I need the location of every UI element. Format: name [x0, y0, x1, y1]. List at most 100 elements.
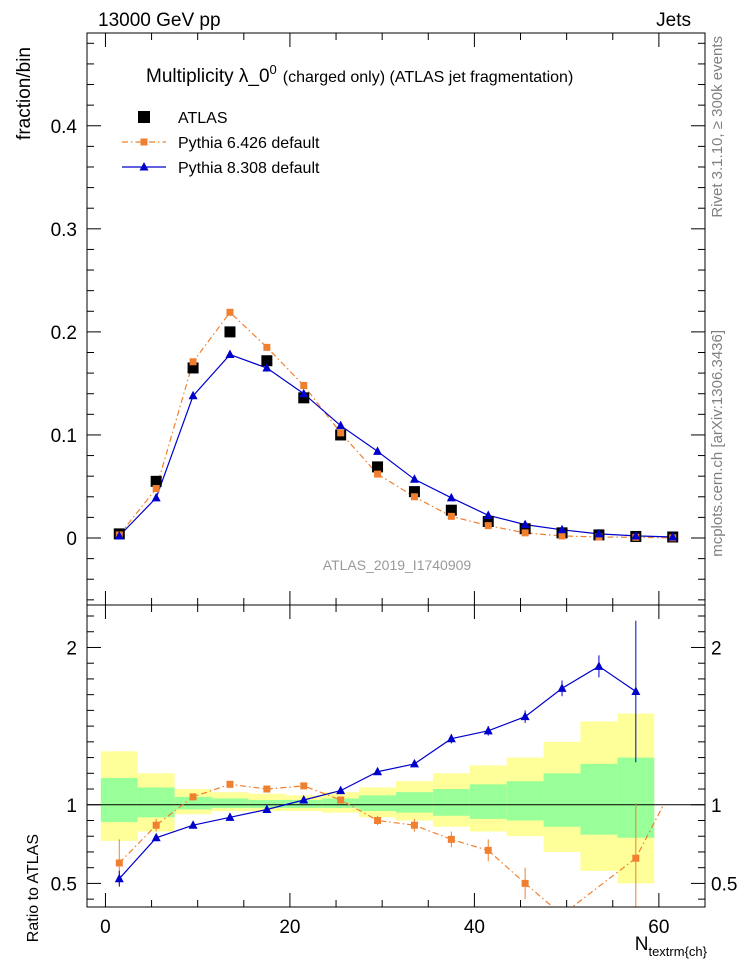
ratio-band-green — [248, 800, 286, 808]
ratio-pythia8-point — [483, 725, 493, 735]
legend: ATLAS Pythia 6.426 default Pythia 8.308 de… — [122, 110, 320, 177]
ratio-pythia8-point — [151, 832, 161, 842]
legend-marker-atlas — [138, 111, 150, 123]
pythia6-point — [410, 493, 418, 501]
ratio-band-green — [506, 781, 544, 821]
ratio-pythia8-point — [557, 683, 567, 692]
atlas-data-point — [445, 504, 457, 516]
pythia6-point — [152, 485, 160, 493]
ratio-band-green — [469, 784, 507, 819]
main-series-line — [118, 353, 673, 538]
ratio-pythia6-point — [521, 879, 529, 887]
ratio-xtick-label: 60 — [648, 917, 669, 938]
ratio-pythia8-point — [409, 758, 419, 768]
ratio-pythia8-point — [373, 766, 383, 776]
ratio-band-green — [432, 789, 470, 816]
pythia8-point — [631, 530, 641, 540]
ratio-pythia8-point — [262, 804, 272, 813]
atlas-data-point — [150, 475, 162, 487]
pythia8-point — [262, 362, 272, 372]
main-ylabel: fraction/bin — [14, 47, 35, 140]
ratio-pythia6-point — [226, 780, 234, 788]
pythia8-point — [483, 510, 493, 519]
ratio-pythia6-point — [484, 846, 492, 854]
ratio-panel: 0.5 0.51 12 20 20 40 60 Ratio to ATLAS Ntextrm… — [25, 604, 737, 959]
ratio-xtick-label: 0 — [100, 917, 111, 938]
ratio-pythia8-point — [225, 812, 235, 821]
rivet-label: Rivet 3.1.10, ≥ 300k events — [709, 36, 726, 218]
ratio-pythia6-point — [189, 793, 197, 801]
pythia8-point — [225, 349, 235, 359]
atlas-data-point — [482, 516, 494, 528]
ratio-xlabel-sub: textrm{ch} — [648, 944, 707, 959]
ratio-pythia6-point — [632, 854, 640, 862]
pythia6-point — [226, 308, 234, 316]
ratio-xtick-label: 20 — [279, 917, 300, 938]
pythia8-point — [373, 446, 383, 455]
legend-marker-pythia6 — [140, 138, 148, 146]
ratio-band-green — [174, 796, 212, 810]
ratio-band-green — [285, 800, 323, 808]
main-watermark: ATLAS_2019_I1740909 — [323, 557, 472, 573]
ratio-pythia8-point — [631, 686, 641, 696]
pythia8-point — [114, 530, 124, 540]
main-title: Multiplicity λ_00 (charged only) (ATLAS j… — [146, 62, 573, 87]
atlas-data-point — [187, 362, 199, 374]
main-title-sup: 0 — [270, 62, 277, 77]
atlas-data-point — [372, 461, 384, 473]
atlas-data-point — [261, 355, 273, 367]
ratio-ytick-label-right: 0.5 — [711, 874, 737, 895]
pythia8-point — [557, 524, 567, 534]
header-energy: 13000 GeV pp — [98, 10, 221, 31]
atlas-data-point — [224, 326, 236, 338]
atlas-data-point — [408, 486, 420, 498]
pythia8-point — [409, 474, 419, 483]
ratio-pythia6-point — [410, 821, 418, 829]
ratio-pythia6-point — [300, 782, 308, 790]
ratio-band-green — [137, 787, 175, 818]
ratio-pythia8-point — [520, 711, 530, 721]
ratio-pythia6-point — [115, 859, 123, 867]
legend-marker-pythia8 — [139, 162, 149, 171]
ratio-pythia8-point — [188, 820, 198, 829]
pythia8-point — [520, 519, 530, 529]
main-series-line — [118, 311, 673, 539]
pythia6-point — [558, 532, 566, 540]
mcplots-label: mcplots.cern.ch [arXiv:1306.3436] — [709, 330, 726, 557]
pythia8-point — [299, 388, 309, 398]
pythia6-point — [300, 381, 308, 389]
header-process: Jets — [656, 10, 691, 31]
pythia8-point — [188, 390, 198, 400]
main-ytick-label: 0 — [66, 529, 77, 550]
atlas-data-point — [519, 523, 531, 535]
ratio-band-green — [359, 795, 396, 812]
main-ytick-label: 0.3 — [51, 220, 77, 241]
pythia8-point — [336, 420, 346, 430]
ratio-pythia6-point — [337, 796, 345, 804]
pythia8-point — [594, 528, 604, 538]
ratio-pythia6-point — [447, 835, 455, 843]
ratio-pythia8-point — [299, 795, 309, 804]
pythia6-point — [447, 512, 455, 520]
ratio-xtick-label: 40 — [464, 917, 485, 938]
legend-label: Pythia 8.308 default — [178, 160, 320, 177]
main-ytick-label: 0.1 — [51, 426, 77, 447]
pythia8-point — [151, 492, 161, 502]
pythia6-point — [337, 429, 345, 437]
main-ytick-label: 0.4 — [51, 117, 78, 138]
legend-label: ATLAS — [178, 110, 228, 127]
ratio-pythia8-point — [114, 873, 124, 883]
main-ytick-label: 0.2 — [51, 323, 77, 344]
ratio-band-green — [100, 778, 138, 823]
ratio-ytick-label: 1 — [66, 796, 77, 817]
main-title-rest: (charged only) (ATLAS jet fragmentation) — [283, 69, 574, 86]
ratio-band-green — [396, 792, 433, 813]
ratio-pythia6-point — [374, 816, 382, 824]
pythia6-point — [484, 522, 492, 530]
ratio-pythia8-point — [336, 785, 346, 795]
pythia6-point — [521, 529, 529, 537]
ratio-series-line — [118, 783, 665, 907]
ratio-pythia8-point — [594, 661, 604, 670]
pythia8-point — [446, 492, 456, 502]
